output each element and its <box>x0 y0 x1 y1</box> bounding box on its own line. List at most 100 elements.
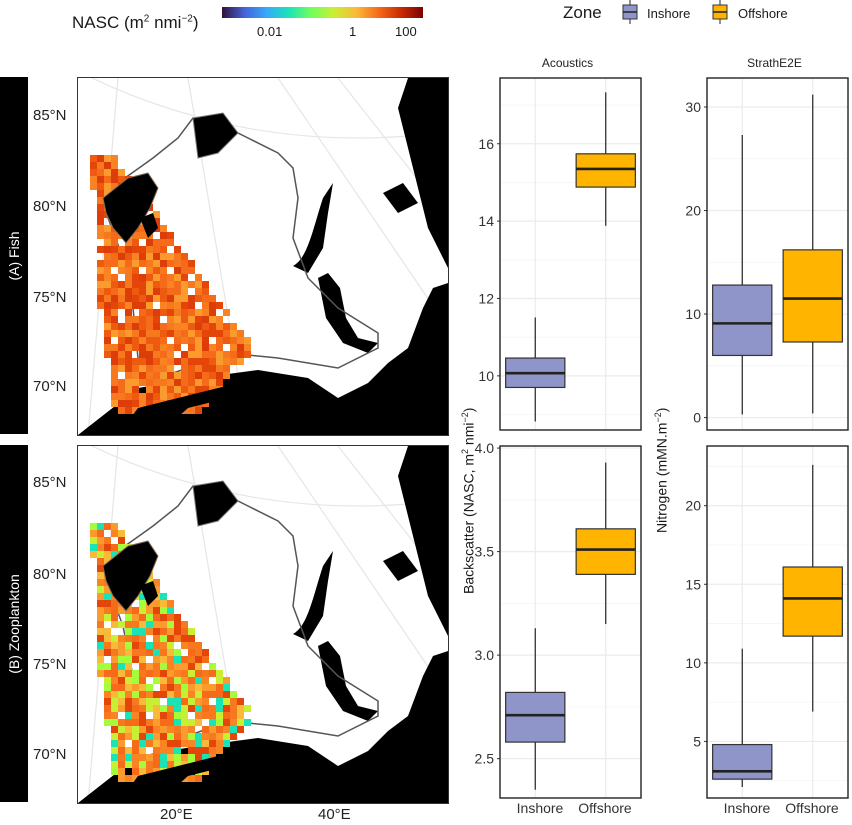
facet-title-acoustics: Acoustics <box>541 56 594 70</box>
nasc-cell <box>104 558 111 565</box>
nasc-cell <box>160 253 167 260</box>
nasc-cell <box>209 379 216 386</box>
nasc-cell <box>125 288 132 295</box>
nasc-cell <box>97 614 104 621</box>
nasc-cell <box>153 281 160 288</box>
nasc-cell <box>202 691 209 698</box>
nasc-cell <box>174 754 181 761</box>
nasc-cell <box>111 663 118 670</box>
nasc-cell <box>132 768 139 775</box>
nasc-cell <box>188 344 195 351</box>
nasc-cell <box>97 544 104 551</box>
nasc-cell <box>174 379 181 386</box>
nasc-cell <box>125 309 132 316</box>
nasc-cell <box>209 740 216 747</box>
nasc-cell <box>118 393 125 400</box>
y-tick-label: 10 <box>478 368 494 384</box>
nasc-cell <box>174 316 181 323</box>
nasc-cell <box>90 176 97 183</box>
nasc-cell <box>216 705 223 712</box>
y-tick-label: 10 <box>685 655 701 671</box>
nasc-cell <box>118 635 125 642</box>
nasc-cell <box>146 719 153 726</box>
nasc-cell <box>188 281 195 288</box>
nasc-cell <box>132 379 139 386</box>
nasc-cell <box>125 621 132 628</box>
nasc-cell <box>209 372 216 379</box>
nasc-cell <box>181 712 188 719</box>
nasc-cell <box>202 754 209 761</box>
nasc-cell <box>174 747 181 754</box>
nasc-cell <box>118 684 125 691</box>
nasc-cell <box>188 649 195 656</box>
zone-legend: Zone Inshore Offshore <box>560 0 820 30</box>
nasc-cell <box>160 621 167 628</box>
nasc-cell <box>139 351 146 358</box>
land-novaya-zemlya-east <box>398 446 448 636</box>
nasc-cell <box>139 747 146 754</box>
nasc-cell <box>146 372 153 379</box>
nasc-cell <box>153 218 160 225</box>
nasc-cell <box>132 344 139 351</box>
nasc-cell <box>188 684 195 691</box>
nasc-cell <box>160 267 167 274</box>
nasc-cell <box>132 712 139 719</box>
nasc-cell <box>181 316 188 323</box>
nasc-cell <box>174 267 181 274</box>
nasc-cell <box>153 621 160 628</box>
nasc-cell <box>125 712 132 719</box>
nasc-cell <box>125 274 132 281</box>
nasc-cell <box>188 719 195 726</box>
nasc-cell <box>111 239 118 246</box>
nasc-cell <box>181 365 188 372</box>
nasc-cell <box>132 302 139 309</box>
panel-background <box>500 446 641 798</box>
nasc-cell <box>139 225 146 232</box>
nasc-cell <box>132 705 139 712</box>
nasc-cell <box>174 740 181 747</box>
nasc-cell <box>139 663 146 670</box>
nasc-cell <box>146 295 153 302</box>
nasc-cell <box>174 253 181 260</box>
nasc-cell <box>132 754 139 761</box>
nasc-cell <box>223 740 230 747</box>
nasc-cell <box>160 677 167 684</box>
nasc-cell <box>153 635 160 642</box>
nasc-cell <box>167 621 174 628</box>
panel-border <box>499 77 642 431</box>
nasc-cell <box>202 358 209 365</box>
y-tick-label: 14 <box>478 213 494 229</box>
nasc-cell <box>104 614 111 621</box>
nasc-cell <box>223 351 230 358</box>
nasc-cell <box>181 379 188 386</box>
nasc-cell <box>230 323 237 330</box>
nasc-cell <box>188 386 195 393</box>
nasc-cell <box>111 386 118 393</box>
lon-tick-label: 40°E <box>318 806 351 823</box>
nasc-cell <box>153 246 160 253</box>
y-tick-label: 10 <box>685 306 701 322</box>
nasc-cell <box>118 330 125 337</box>
nasc-cell <box>139 698 146 705</box>
graticule-meridian <box>277 446 448 697</box>
nasc-cell <box>153 670 160 677</box>
nasc-cell <box>167 274 174 281</box>
nasc-cell <box>167 684 174 691</box>
nasc-cell <box>167 323 174 330</box>
x-tick-label: Offshore <box>785 800 839 816</box>
nasc-cell <box>153 677 160 684</box>
nasc-cell <box>209 344 216 351</box>
nasc-cell <box>111 155 118 162</box>
nasc-cell <box>97 232 104 239</box>
nasc-cell <box>216 677 223 684</box>
panel-border <box>706 445 849 799</box>
nasc-cell <box>195 684 202 691</box>
nasc-cell <box>90 537 97 544</box>
nasc-cell <box>118 358 125 365</box>
nasc-cell <box>132 719 139 726</box>
nasc-cell <box>202 302 209 309</box>
nasc-cell <box>125 337 132 344</box>
y-tick-label: 3.0 <box>475 647 495 663</box>
nasc-cell <box>167 628 174 635</box>
box-inshore <box>712 743 773 780</box>
